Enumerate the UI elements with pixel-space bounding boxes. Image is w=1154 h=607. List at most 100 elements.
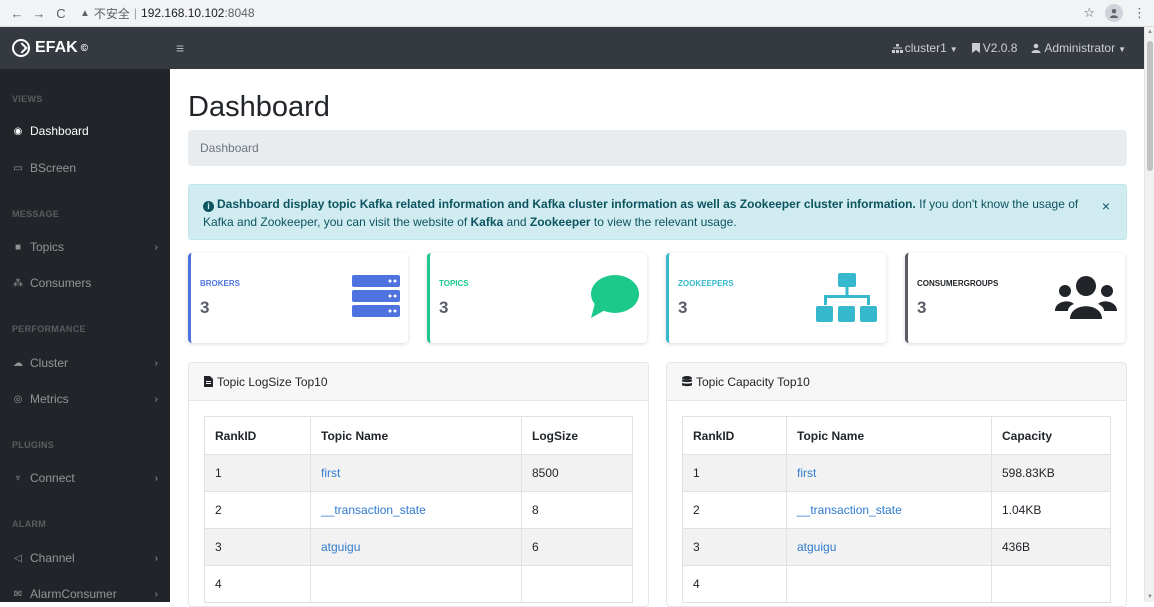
panel-title: Topic Capacity Top10 [696, 374, 810, 389]
topic-cell: __transaction_state [310, 491, 522, 529]
topic-cell: __transaction_state [786, 491, 992, 529]
chevron-right-icon: › [154, 552, 158, 564]
sidebar-item-metrics[interactable]: ◎ Metrics › [0, 381, 170, 417]
sidebar-toggle-icon[interactable]: ≡ [176, 40, 185, 56]
more-menu-icon[interactable]: ⋮ [1133, 5, 1146, 20]
table-row: 2 __transaction_state 8 [204, 491, 633, 529]
close-icon[interactable]: × [1101, 198, 1110, 214]
topic-link[interactable]: __transaction_state [797, 503, 902, 517]
bookmark-star-icon[interactable]: ☆ [1083, 5, 1095, 20]
sidebar-heading-message: MESSAGE [12, 209, 60, 219]
alert-kafka: Kafka [470, 215, 504, 229]
logsize-cell: 6 [521, 528, 633, 566]
bookmark-icon [971, 43, 980, 53]
user-dropdown[interactable]: Administrator ▼ [1031, 41, 1126, 55]
column-header[interactable]: Topic Name [310, 416, 522, 455]
column-header[interactable]: RankID [682, 416, 787, 455]
alert-bold-text: Dashboard display topic Kafka related in… [217, 197, 916, 211]
topic-link[interactable]: first [797, 466, 817, 480]
sidebar-item-bscreen[interactable]: ▭ BScreen [0, 150, 170, 186]
sitemap-icon [816, 273, 877, 322]
top-navbar: EFAK © ≡ cluster1 ▼ V2.0.8 Administrator ▼ [0, 27, 1144, 69]
card-value: 3 [200, 298, 210, 317]
rank-cell: 2 [682, 491, 787, 529]
card-label: ZOOKEEPERS [678, 279, 734, 288]
plug-icon: ♆ [14, 472, 22, 484]
card-label: CONSUMERGROUPS [917, 279, 999, 288]
scroll-down-icon[interactable]: ▼ [1147, 594, 1153, 600]
rank-cell: 3 [204, 528, 311, 566]
card-value: 3 [678, 298, 688, 317]
topic-cell: atguigu [786, 528, 992, 566]
page-scrollbar[interactable]: ▲ ▼ [1144, 27, 1154, 602]
topic-cell [786, 565, 992, 603]
card-brokers: BROKERS 3 [188, 253, 408, 343]
eye-icon: ◎ [13, 393, 23, 405]
back-icon[interactable]: ← [10, 5, 24, 21]
topic-link[interactable]: __transaction_state [321, 503, 426, 517]
address-separator: | [133, 6, 138, 20]
url-host: 192.168.10.102 [141, 6, 225, 20]
scroll-up-icon[interactable]: ▲ [1147, 29, 1153, 35]
browser-toolbar: ← → C ▲ 不安全 | 192.168.10.102 :8048 ☆ ⋮ [0, 0, 1154, 27]
column-header[interactable]: Topic Name [786, 416, 992, 455]
sidebar-heading-alarm: ALARM [12, 519, 46, 529]
capacity-panel: Topic Capacity Top10 RankID Topic Name C… [666, 362, 1127, 607]
sidebar-item-label: Cluster [30, 356, 69, 370]
forward-icon[interactable]: → [32, 5, 46, 21]
sidebar-item-connect[interactable]: ♆ Connect › [0, 460, 170, 496]
version-link[interactable]: V2.0.8 [971, 41, 1018, 55]
topic-link[interactable]: first [321, 466, 341, 480]
logsize-table: RankID Topic Name LogSize 1 first 8500 2… [204, 416, 633, 603]
logsize-cell: 8500 [521, 454, 633, 492]
sidebar-item-alarmconsumer[interactable]: ✉ AlarmConsumer › [0, 576, 170, 602]
reload-icon[interactable]: C [56, 5, 66, 21]
sidebar-item-consumers[interactable]: ⁂ Consumers [0, 265, 170, 301]
column-header[interactable]: RankID [204, 416, 311, 455]
sidebar-item-label: Dashboard [30, 124, 89, 138]
cloud-icon: ☁ [13, 357, 23, 369]
rank-cell: 4 [204, 565, 311, 603]
sidebar-item-topics[interactable]: ■ Topics › [0, 229, 170, 265]
sidebar-item-label: AlarmConsumer [30, 587, 117, 601]
sidebar-item-label: Metrics [30, 392, 69, 406]
table-row: 1 first 598.83KB [682, 454, 1111, 492]
warning-icon[interactable]: ▲ [80, 7, 90, 19]
monitor-icon: ▭ [13, 162, 23, 174]
topic-link[interactable]: atguigu [321, 540, 361, 554]
dashboard-icon: ◉ [13, 125, 23, 137]
brand-logo[interactable]: EFAK © [0, 39, 170, 57]
address-bar[interactable]: ▲ 不安全 | 192.168.10.102 :8048 [80, 3, 255, 23]
column-header[interactable]: LogSize [521, 416, 633, 455]
card-topics: TOPICS 3 [427, 253, 647, 343]
bullhorn-icon: ◁ [14, 552, 22, 564]
alert-and: and [503, 215, 530, 229]
caret-down-icon: ▼ [1118, 45, 1126, 54]
sidebar-item-cluster[interactable]: ☁ Cluster › [0, 345, 170, 381]
envelope-icon: ✉ [13, 588, 23, 600]
cluster-dropdown[interactable]: cluster1 ▼ [891, 41, 958, 55]
rank-cell: 1 [682, 454, 787, 492]
column-header[interactable]: Capacity [991, 416, 1111, 455]
sidebar-item-channel[interactable]: ◁ Channel › [0, 540, 170, 576]
scroll-thumb[interactable] [1147, 41, 1153, 171]
breadcrumb: Dashboard [188, 130, 1127, 166]
users-group-icon [1055, 276, 1117, 319]
sidebar-item-dashboard[interactable]: ◉ Dashboard [0, 113, 170, 149]
version-label: V2.0.8 [982, 41, 1018, 55]
server-icon [352, 275, 400, 317]
caret-down-icon: ▼ [949, 45, 958, 54]
table-row: 2 __transaction_state 1.04KB [682, 491, 1111, 529]
profile-icon[interactable] [1105, 4, 1123, 22]
sidebar-heading-plugins: PLUGINS [12, 440, 55, 450]
topic-cell: first [310, 454, 522, 492]
sitemap-small-icon [891, 44, 903, 53]
table-row: 1 first 8500 [204, 454, 633, 492]
chevron-right-icon: › [154, 588, 158, 600]
rank-cell: 1 [204, 454, 311, 492]
topic-link[interactable]: atguigu [797, 540, 837, 554]
sidebar-heading-views: VIEWS [12, 94, 43, 104]
chevron-right-icon: › [154, 393, 158, 405]
insecure-label: 不安全 [93, 6, 130, 21]
users-icon: ⁂ [13, 277, 23, 289]
